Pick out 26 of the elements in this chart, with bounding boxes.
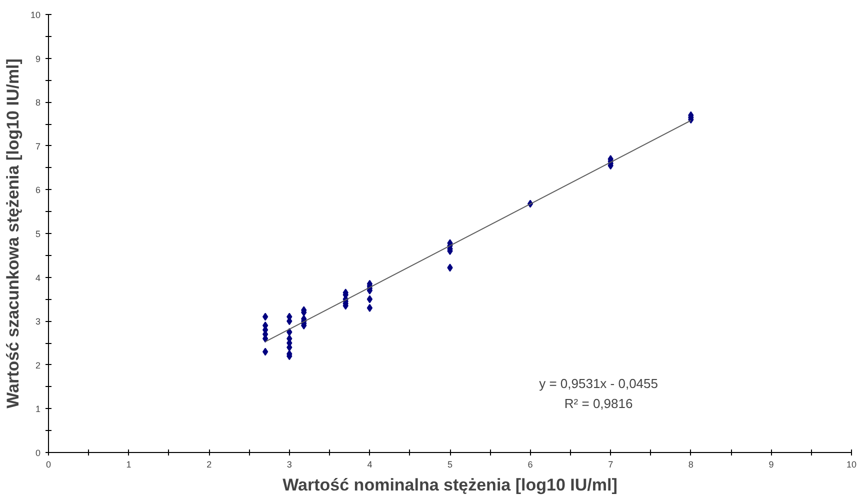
y-axis-title: Wartość szacunkowa stężenia [log10 IU/ml] <box>3 58 22 408</box>
y-tick-label: 0 <box>35 448 41 458</box>
y-tick-label: 6 <box>35 185 41 196</box>
y-tick-label: 10 <box>30 10 41 20</box>
x-tick-label: 1 <box>126 460 132 470</box>
x-tick-label: 10 <box>846 460 857 470</box>
y-tick-label: 3 <box>35 316 41 327</box>
annotation: y = 0,9531x - 0,0455 <box>539 376 658 392</box>
x-tick-label: 5 <box>447 460 453 470</box>
x-axis-title: Wartość nominalna stężenia [log10 IU/ml] <box>282 476 618 494</box>
y-tick-label: 4 <box>35 272 41 283</box>
y-tick-label: 5 <box>35 229 41 239</box>
x-tick-label: 2 <box>206 460 212 470</box>
x-tick-label: 7 <box>608 460 614 470</box>
y-tick-label: 2 <box>35 360 41 370</box>
y-tick-label: 8 <box>35 98 41 108</box>
x-tick-label: 6 <box>528 460 533 470</box>
y-tick-label: 9 <box>35 54 41 64</box>
x-tick-label: 9 <box>768 460 774 470</box>
x-tick-label: 3 <box>286 460 292 470</box>
x-tick-label: 4 <box>367 460 372 470</box>
y-tick-label: 7 <box>35 141 41 152</box>
annotation: R² = 0,9816 <box>564 396 633 411</box>
x-tick-label: 0 <box>46 460 52 470</box>
y-tick-label: 1 <box>35 404 41 414</box>
x-tick-label: 8 <box>688 460 694 470</box>
